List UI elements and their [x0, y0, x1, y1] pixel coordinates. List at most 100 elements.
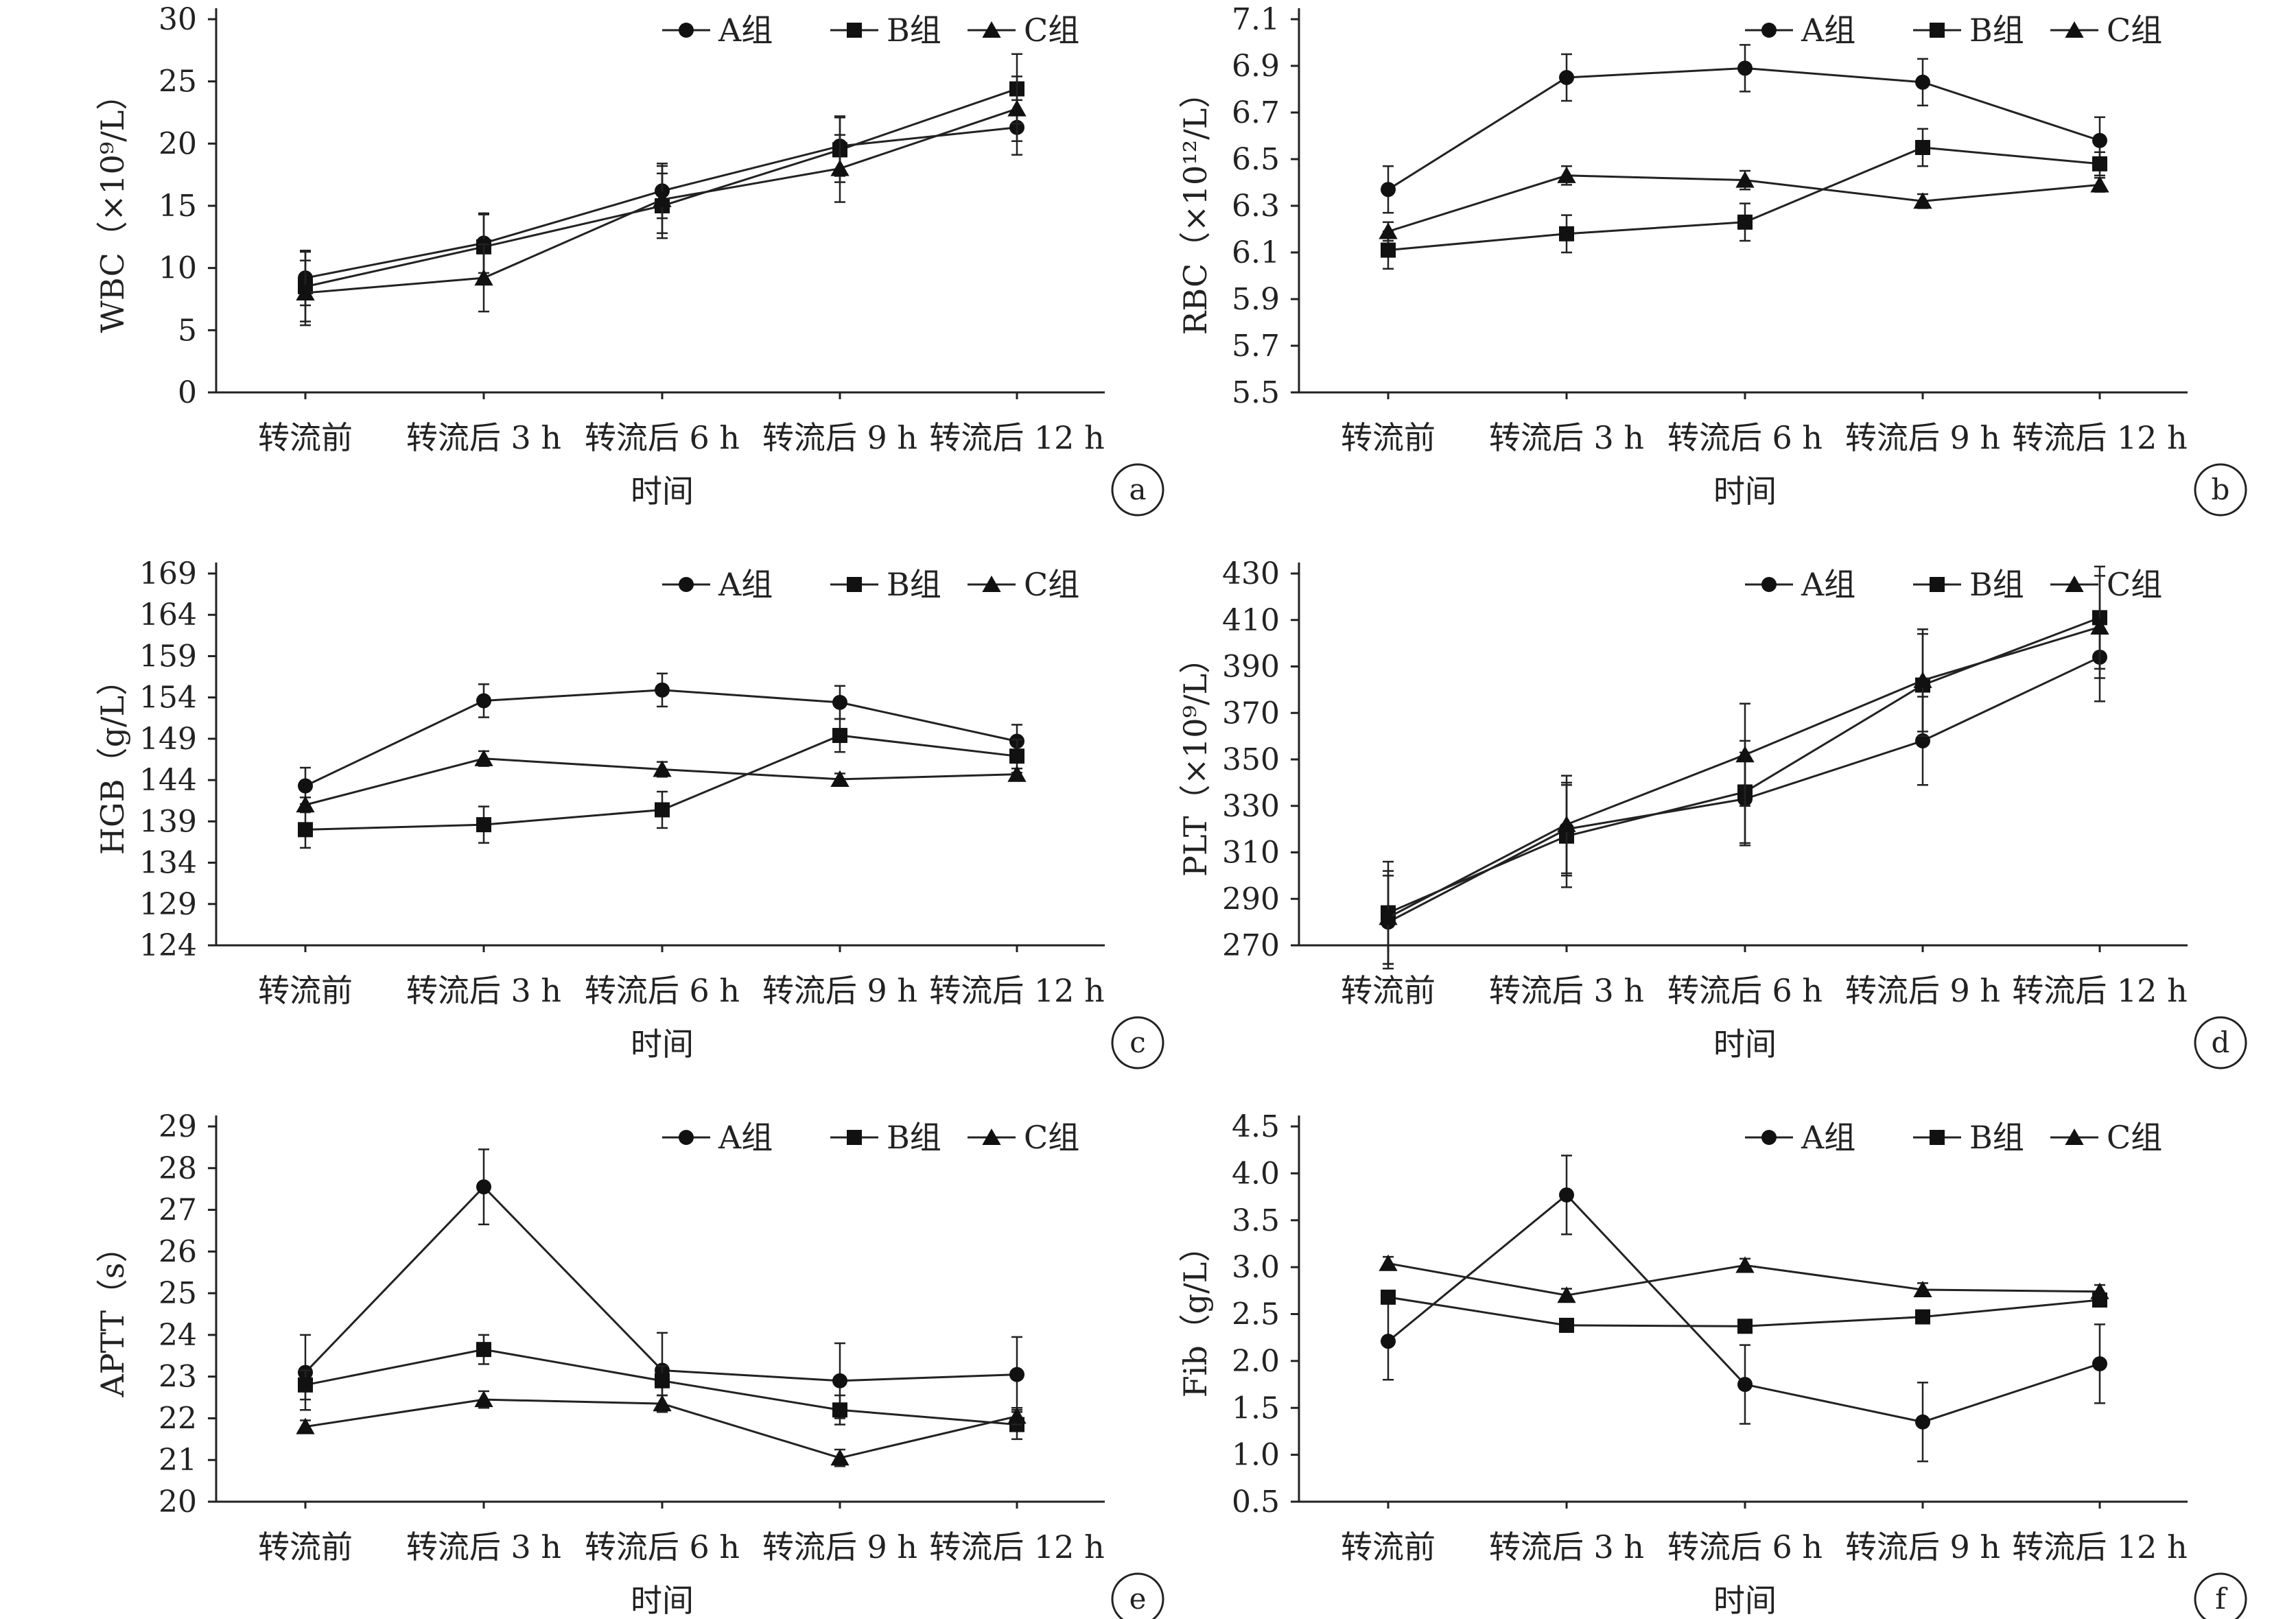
legend-marker [982, 1128, 1001, 1146]
chart-panel-a: 0 5 10 15 20 25 30 转流前 转流后 3 h 转流后 6 h 转流后 9 h 转流后 … [94, 2, 1164, 517]
y-tick-label: 27 [159, 1193, 197, 1228]
y-tick-label: 129 [139, 887, 197, 922]
data-point [1381, 242, 1396, 258]
panel-label: d [2212, 1026, 2230, 1059]
series-2 [1381, 1289, 2107, 1334]
x-tick-label: 转流前 [1341, 1528, 1436, 1565]
y-tick-label: 15 [159, 189, 197, 224]
x-tick-label: 转流后 12 h [2012, 1528, 2187, 1565]
series-1 [298, 672, 1024, 805]
x-tick-label: 转流前 [258, 419, 353, 456]
data-point [655, 802, 670, 818]
x-tick-label: 转流后 3 h [1489, 972, 1644, 1009]
x-tick-label: 转流后 6 h [585, 1528, 740, 1565]
data-point [1737, 1377, 1753, 1393]
data-point [1381, 1334, 1396, 1349]
legend-marker [679, 1130, 694, 1145]
x-tick-label: 转流后 6 h [585, 419, 740, 456]
y-tick-label: 21 [159, 1443, 197, 1478]
data-point [832, 694, 847, 710]
y-tick-label: 5 [178, 313, 197, 348]
y-tick-label: 3.5 [1232, 1203, 1280, 1238]
data-point [474, 269, 493, 286]
y-tick-label: 1.0 [1232, 1438, 1280, 1473]
y-tick-label: 26 [159, 1234, 197, 1269]
legend-marker [679, 23, 694, 38]
legend-label: B组 [1969, 1119, 2024, 1156]
x-tick-label: 转流后 12 h [929, 419, 1104, 456]
data-point [476, 1179, 491, 1195]
y-tick-label: 410 [1222, 603, 1280, 638]
legend-label: C组 [2107, 12, 2162, 49]
panel-label: e [1129, 1582, 1147, 1616]
legend-label: C组 [1024, 566, 1079, 603]
series-3 [296, 75, 1027, 327]
series-3 [1379, 575, 2109, 965]
y-tick-label: 4.0 [1232, 1156, 1280, 1191]
legend-marker [679, 577, 694, 592]
x-tick-label: 转流前 [1341, 972, 1436, 1009]
legend-label: B组 [1969, 12, 2024, 49]
legend-marker [2065, 1128, 2084, 1146]
x-axis-title: 时间 [1713, 473, 1777, 510]
y-tick-label: 6.5 [1232, 142, 1280, 177]
legend-label: C组 [2107, 566, 2162, 603]
data-point [2092, 156, 2107, 172]
data-point [832, 1402, 847, 1418]
x-axis-title: 时间 [631, 1582, 694, 1619]
data-point [2090, 1282, 2109, 1299]
legend-marker [982, 576, 1001, 593]
y-tick-label: 124 [139, 928, 197, 963]
y-tick-label: 290 [1222, 882, 1280, 917]
chart-panel-d: 270 290 310 330 350 370 390 410 430 转流前 转流后 3 h 转流后… [1177, 556, 2247, 1070]
data-point [1381, 1289, 1396, 1305]
x-axis-title: 时间 [631, 1026, 694, 1063]
legend-label: B组 [887, 1119, 941, 1156]
y-tick-label: 5.7 [1232, 329, 1280, 364]
panel-label-circle [2194, 1572, 2247, 1619]
legend-marker [1930, 577, 1945, 592]
data-point [1559, 1187, 1574, 1203]
panel-label: f [2215, 1582, 2228, 1616]
legend-label: A组 [718, 12, 773, 49]
y-tick-label: 22 [159, 1401, 197, 1436]
y-tick-label: 4.5 [1232, 1109, 1280, 1144]
data-point [1915, 140, 1930, 155]
y-axis-title: APTT（s） [94, 1231, 131, 1398]
x-tick-label: 转流后 9 h [1845, 1528, 2000, 1565]
x-tick-label: 转流前 [1341, 419, 1436, 456]
legend-marker [847, 23, 862, 38]
data-point [1379, 1254, 1398, 1271]
data-point [1737, 214, 1753, 230]
data-point [1913, 671, 1932, 688]
y-tick-label: 0.5 [1232, 1485, 1280, 1520]
y-tick-label: 6.3 [1232, 189, 1280, 224]
series-3 [1379, 1254, 2109, 1303]
data-point [1557, 1286, 1576, 1303]
y-tick-label: 6.7 [1232, 95, 1280, 130]
data-point [1915, 733, 1930, 748]
y-tick-label: 330 [1222, 789, 1280, 824]
legend-label: A组 [1801, 1119, 1855, 1156]
panel-label-circle [2194, 463, 2247, 517]
x-tick-label: 转流后 12 h [929, 1528, 1104, 1565]
data-point [1737, 60, 1753, 76]
panel-label: c [1129, 1026, 1146, 1059]
y-tick-label: 24 [159, 1318, 197, 1353]
x-tick-label: 转流前 [258, 1528, 353, 1565]
x-tick-label: 转流后 3 h [406, 419, 561, 456]
x-axis-title: 时间 [1713, 1026, 1777, 1063]
data-point [1007, 99, 1027, 117]
data-point [296, 1417, 315, 1434]
data-point [655, 682, 670, 698]
series-3 [296, 1390, 1027, 1467]
y-tick-label: 5.9 [1232, 282, 1280, 317]
y-tick-label: 159 [139, 639, 197, 674]
data-point [296, 796, 315, 813]
legend-marker [1761, 577, 1777, 592]
panel-label: b [2212, 473, 2230, 506]
y-tick-label: 350 [1222, 742, 1280, 777]
series-1 [1381, 1155, 2107, 1463]
data-point [474, 1391, 493, 1408]
series-line [304, 1185, 1018, 1382]
